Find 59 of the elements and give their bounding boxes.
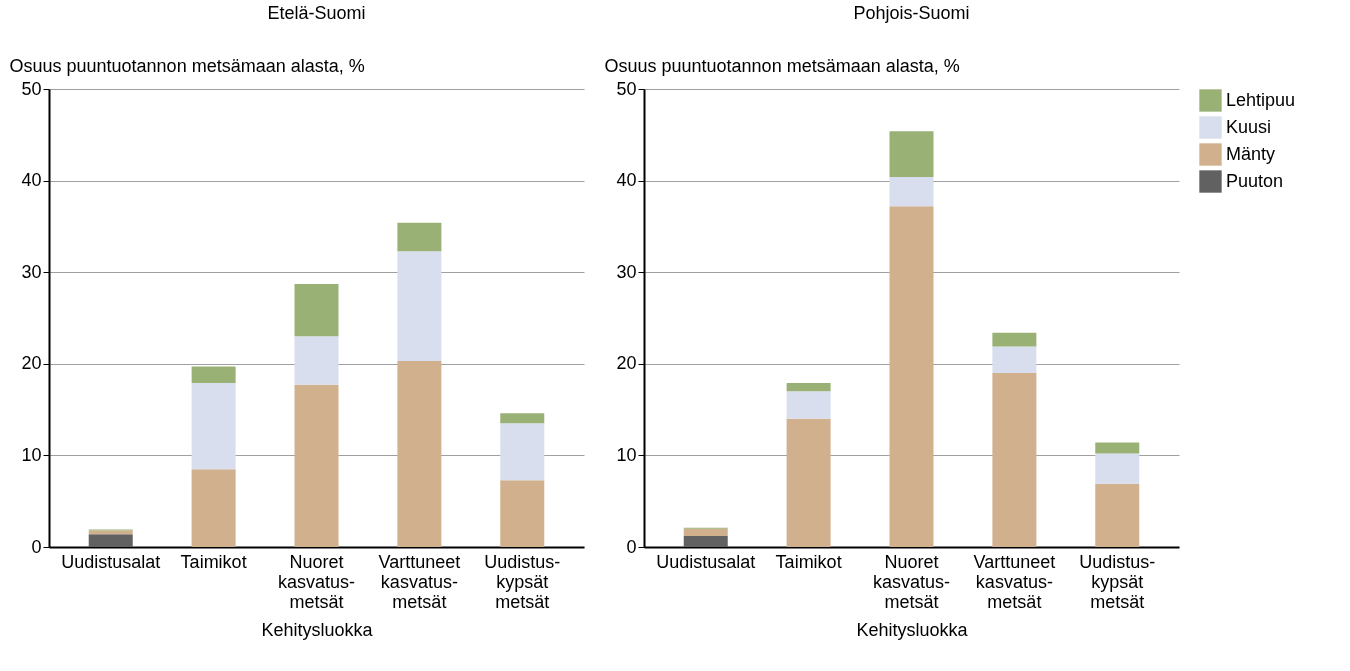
x-tick-label: Uudistus-kypsät metsät	[1079, 551, 1156, 612]
y-axis-title: Osuus puuntuotannon metsämaan alasta, %	[604, 55, 960, 76]
x-tick-label: Uudistus-kypsät metsät	[484, 551, 561, 612]
bar	[397, 251, 442, 362]
y-tick-label: 20	[616, 353, 637, 374]
bar	[992, 372, 1037, 547]
legend-label: Mänty	[1226, 143, 1276, 164]
bar	[683, 536, 728, 547]
y-tick-label: 0	[626, 536, 637, 557]
bar	[889, 131, 934, 177]
x-tick-label: Taimikot	[180, 551, 247, 572]
y-tick-label: 50	[21, 78, 42, 99]
bar	[1095, 442, 1140, 454]
bar	[1095, 483, 1140, 547]
y-tick-label: 30	[616, 261, 637, 282]
bar	[397, 222, 442, 252]
x-tick-label: Uudistusalat	[656, 551, 756, 572]
bar	[683, 528, 728, 537]
bar	[500, 480, 545, 547]
bar	[992, 332, 1037, 347]
y-tick-label: 10	[616, 444, 637, 465]
bar	[294, 336, 339, 385]
bar	[992, 346, 1037, 373]
x-tick-label: Varttuneet kasvatus-metsät	[973, 551, 1056, 612]
x-tick-label: Varttuneet kasvatus-metsät	[378, 551, 461, 612]
y-tick-label: 40	[616, 170, 637, 191]
bar	[397, 361, 442, 547]
x-tick-label: Uudistusalat	[61, 551, 161, 572]
bar	[889, 206, 934, 547]
y-tick-label: 50	[616, 78, 637, 99]
bar	[1095, 453, 1140, 484]
x-axis-title: Kehitysluokka	[856, 619, 969, 640]
x-tick-label: Taimikot	[775, 551, 842, 572]
bar	[500, 413, 545, 424]
y-tick-label: 0	[31, 536, 42, 557]
bar	[500, 423, 545, 481]
bar	[191, 383, 236, 470]
legend-label: Kuusi	[1226, 116, 1272, 137]
chart-title: Pohjois-Suomi	[853, 3, 970, 23]
bar	[786, 383, 831, 392]
y-tick-label: 40	[21, 170, 42, 191]
bar	[88, 534, 133, 547]
chart-title: Etelä-Suomi	[267, 3, 366, 23]
x-axis-title: Kehitysluokka	[261, 619, 374, 640]
y-tick-label: 10	[21, 444, 42, 465]
x-tick-label: Nuoret kasvatus-metsät	[872, 551, 951, 612]
y-tick-label: 20	[21, 353, 42, 374]
bar	[294, 284, 339, 337]
x-tick-label: Nuoret kasvatus-metsät	[277, 551, 356, 612]
legend-label: Lehtipuu	[1226, 89, 1296, 110]
bar	[191, 469, 236, 547]
legend-label: Puuton	[1226, 170, 1284, 191]
bar	[294, 384, 339, 547]
bar	[889, 176, 934, 207]
y-axis-title: Osuus puuntuotannon metsämaan alasta, %	[9, 55, 365, 76]
bar	[191, 366, 236, 384]
y-tick-label: 30	[21, 261, 42, 282]
bar	[786, 418, 831, 547]
bar	[786, 391, 831, 419]
